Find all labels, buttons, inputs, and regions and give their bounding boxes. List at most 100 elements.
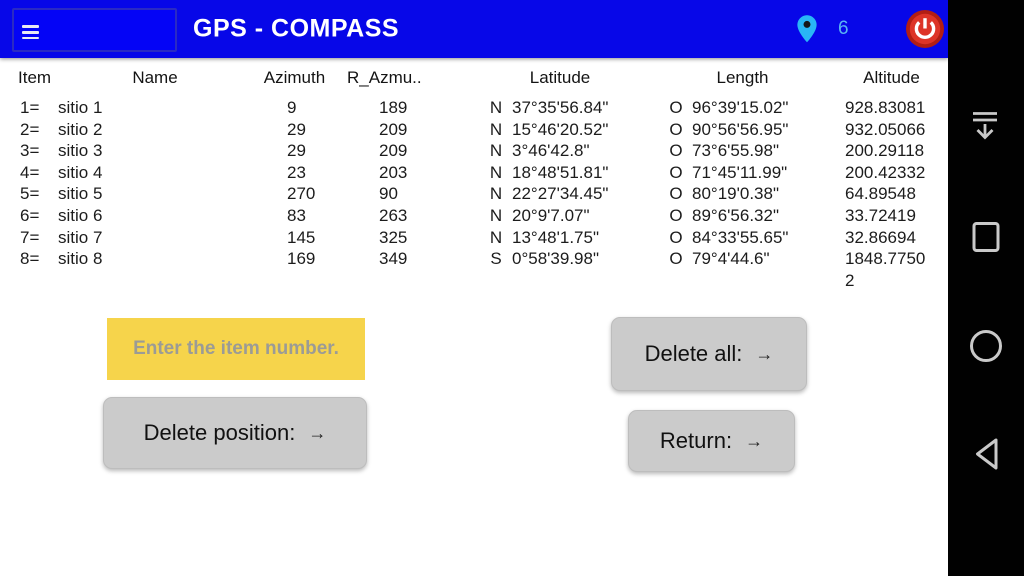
menu-button[interactable] bbox=[12, 8, 177, 52]
length-cell: O 89°6'56.32" bbox=[650, 205, 835, 227]
arrow-right-icon: → bbox=[755, 343, 774, 364]
item-cell: 5= bbox=[20, 184, 40, 204]
altitude-cell: 1848.77502 bbox=[845, 249, 926, 290]
name-cell: sitio 8 bbox=[58, 249, 103, 269]
latitude-cell: N 18°48'51.81" bbox=[470, 162, 650, 184]
delete-all-label: Delete all: bbox=[644, 341, 743, 366]
lon-value: 89°6'56.32" bbox=[692, 205, 779, 225]
latitude-cell: S 0°58'39.98" bbox=[470, 248, 650, 291]
r-azimuth-cell: 325 bbox=[379, 227, 408, 247]
lat-value: 13°48'1.75" bbox=[512, 227, 599, 247]
table-row: 5= sitio 5 270 90 N 22°27'34.45" O 80°19'0… bbox=[0, 183, 948, 205]
location-pin-icon bbox=[797, 15, 817, 43]
col-header-length: Length bbox=[716, 68, 769, 87]
length-cell: O 80°19'0.38" bbox=[650, 183, 835, 205]
lon-hemisphere: O bbox=[669, 227, 683, 247]
table-body: 1= sitio 1 9 189 N 37°35'56.84" O 96°39'15… bbox=[0, 97, 948, 291]
lat-value: 3°46'42.8" bbox=[512, 141, 590, 161]
item-cell: 7= bbox=[20, 227, 40, 247]
col-header-name: Name bbox=[132, 68, 178, 87]
altitude-cell: 928.83081 bbox=[845, 98, 926, 117]
table-row: 6= sitio 6 83 263 N 20°9'7.07" O 89°6'56.3… bbox=[0, 205, 948, 227]
col-header-r-azimuth: R_Azmu.. bbox=[347, 68, 422, 87]
latitude-cell: N 15°46'20.52" bbox=[470, 119, 650, 141]
delete-position-label: Delete position: bbox=[143, 420, 296, 445]
length-cell: O 73°6'55.98" bbox=[650, 140, 835, 162]
r-azimuth-cell: 209 bbox=[379, 119, 408, 139]
hamburger-icon bbox=[22, 25, 39, 42]
altitude-cell: 932.05066 bbox=[845, 119, 926, 139]
name-cell: sitio 7 bbox=[58, 227, 103, 247]
altitude-cell: 32.86694 bbox=[845, 227, 916, 247]
item-cell: 6= bbox=[20, 205, 40, 225]
lat-hemisphere: S bbox=[490, 249, 502, 269]
table-row: 8= sitio 8 169 349 S 0°58'39.98" O 79°4'44… bbox=[0, 248, 948, 291]
r-azimuth-cell: 349 bbox=[379, 249, 408, 269]
latitude-cell: N 3°46'42.8" bbox=[470, 140, 650, 162]
lat-hemisphere: N bbox=[489, 227, 503, 247]
azimuth-cell: 9 bbox=[287, 98, 297, 117]
home-icon[interactable] bbox=[969, 329, 1003, 363]
latitude-cell: N 20°9'7.07" bbox=[470, 205, 650, 227]
arrow-right-icon: → bbox=[745, 430, 764, 451]
back-icon[interactable] bbox=[972, 437, 1000, 471]
arrow-right-icon: → bbox=[308, 422, 327, 443]
item-cell: 3= bbox=[20, 141, 40, 161]
lon-value: 90°56'56.95" bbox=[692, 119, 789, 139]
azimuth-cell: 270 bbox=[287, 184, 316, 204]
lat-hemisphere: N bbox=[489, 98, 503, 117]
delete-all-button[interactable]: Delete all: → bbox=[611, 317, 807, 391]
azimuth-cell: 23 bbox=[287, 162, 306, 182]
item-cell: 1= bbox=[20, 98, 40, 117]
page-title: GPS - COMPASS bbox=[193, 14, 400, 43]
name-cell: sitio 2 bbox=[58, 119, 103, 139]
lon-hemisphere: O bbox=[669, 249, 683, 269]
lat-hemisphere: N bbox=[489, 162, 503, 182]
altitude-cell: 200.42332 bbox=[845, 162, 926, 182]
azimuth-cell: 83 bbox=[287, 205, 306, 225]
azimuth-cell: 29 bbox=[287, 141, 306, 161]
lat-value: 22°27'34.45" bbox=[512, 184, 609, 204]
lon-value: 79°4'44.6" bbox=[692, 249, 770, 269]
lon-hemisphere: O bbox=[669, 162, 683, 182]
r-azimuth-cell: 90 bbox=[379, 184, 398, 204]
satellite-count: 6 bbox=[838, 18, 849, 39]
item-number-input[interactable] bbox=[107, 318, 365, 380]
table-row: 2= sitio 2 29 209 N 15°46'20.52" O 90°56'5… bbox=[0, 119, 948, 141]
android-navbar bbox=[948, 0, 1024, 576]
r-azimuth-cell: 263 bbox=[379, 205, 408, 225]
name-cell: sitio 1 bbox=[58, 98, 103, 117]
hide-navigation-icon[interactable] bbox=[966, 110, 1004, 142]
lon-value: 80°19'0.38" bbox=[692, 184, 779, 204]
lon-value: 96°39'15.02" bbox=[692, 98, 789, 117]
table-row: 7= sitio 7 145 325 N 13°48'1.75" O 84°33'5… bbox=[0, 227, 948, 249]
return-button[interactable]: Return: → bbox=[628, 410, 795, 472]
return-label: Return: bbox=[659, 428, 733, 453]
lon-value: 71°45'11.99" bbox=[692, 162, 788, 182]
latitude-cell: N 13°48'1.75" bbox=[470, 227, 650, 249]
lat-hemisphere: N bbox=[489, 205, 503, 225]
item-cell: 8= bbox=[20, 249, 40, 269]
lat-value: 0°58'39.98" bbox=[512, 249, 599, 269]
col-header-latitude: Latitude bbox=[529, 68, 591, 87]
altitude-cell: 64.89548 bbox=[845, 184, 916, 204]
lon-value: 84°33'55.65" bbox=[692, 227, 789, 247]
table-row: 4= sitio 4 23 203 N 18°48'51.81" O 71°45'1… bbox=[0, 162, 948, 184]
phone-screen: GPS - COMPASS 6 Item Name Azimuth R_Azmu… bbox=[0, 0, 948, 472]
altitude-cell: 33.72419 bbox=[845, 205, 916, 225]
table-header-row: Item Name Azimuth R_Azmu.. Latitude Leng… bbox=[0, 58, 948, 90]
name-cell: sitio 6 bbox=[58, 205, 103, 225]
app-bar: GPS - COMPASS 6 bbox=[0, 0, 948, 58]
col-header-altitude: Altitude bbox=[863, 68, 920, 87]
length-cell: O 79°4'44.6" bbox=[650, 248, 835, 291]
lat-hemisphere: N bbox=[489, 119, 503, 139]
delete-position-button[interactable]: Delete position: → bbox=[103, 397, 367, 469]
power-button[interactable] bbox=[905, 9, 945, 49]
r-azimuth-cell: 203 bbox=[379, 162, 408, 182]
recents-icon[interactable] bbox=[972, 221, 1000, 253]
lon-hemisphere: O bbox=[669, 184, 683, 204]
lat-value: 18°48'51.81" bbox=[512, 162, 609, 182]
table-row: 3= sitio 3 29 209 N 3°46'42.8" O 73°6'55.9… bbox=[0, 140, 948, 162]
lat-hemisphere: N bbox=[489, 141, 503, 161]
